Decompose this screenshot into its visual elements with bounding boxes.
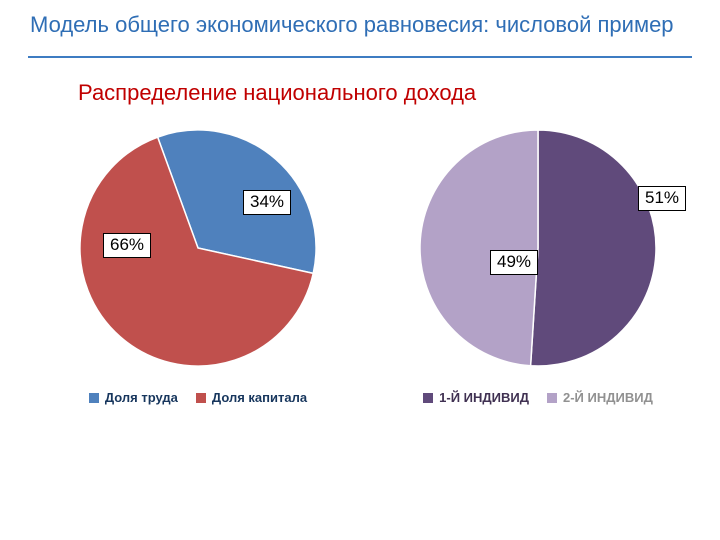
pct-label-left-1: 66%	[103, 233, 151, 258]
legend-label: Доля капитала	[212, 390, 307, 405]
pct-label-right-0: 51%	[638, 186, 686, 211]
legend-swatch-icon	[547, 393, 557, 403]
charts-row: 34% 66% Доля труда Доля капитала	[48, 128, 700, 405]
legend-left: Доля труда Доля капитала	[48, 390, 348, 405]
pie-right-svg	[418, 128, 658, 368]
chart-left: 34% 66% Доля труда Доля капитала	[48, 128, 348, 405]
subtitle: Распределение национального дохода	[78, 80, 476, 106]
chart-right: 51% 49% 1-Й ИНДИВИД 2-Й ИНДИВИД	[388, 128, 688, 405]
legend-left-item-0: Доля труда	[89, 390, 178, 405]
legend-right-item-1: 2-Й ИНДИВИД	[547, 390, 653, 405]
slide: Модель общего экономического равновесия:…	[0, 0, 720, 540]
legend-swatch-icon	[423, 393, 433, 403]
title-underline	[28, 56, 692, 58]
legend-right-item-0: 1-Й ИНДИВИД	[423, 390, 529, 405]
title-block: Модель общего экономического равновесия:…	[30, 12, 690, 37]
legend-swatch-icon	[196, 393, 206, 403]
pct-label-right-1: 49%	[490, 250, 538, 275]
legend-swatch-icon	[89, 393, 99, 403]
legend-label: 1-Й ИНДИВИД	[439, 390, 529, 405]
legend-right: 1-Й ИНДИВИД 2-Й ИНДИВИД	[388, 390, 688, 405]
pie-left: 34% 66%	[78, 128, 318, 368]
pct-label-left-0: 34%	[243, 190, 291, 215]
pie-right: 51% 49%	[418, 128, 658, 368]
legend-label: Доля труда	[105, 390, 178, 405]
legend-left-item-1: Доля капитала	[196, 390, 307, 405]
page-title: Модель общего экономического равновесия:…	[30, 12, 690, 37]
legend-label: 2-Й ИНДИВИД	[563, 390, 653, 405]
